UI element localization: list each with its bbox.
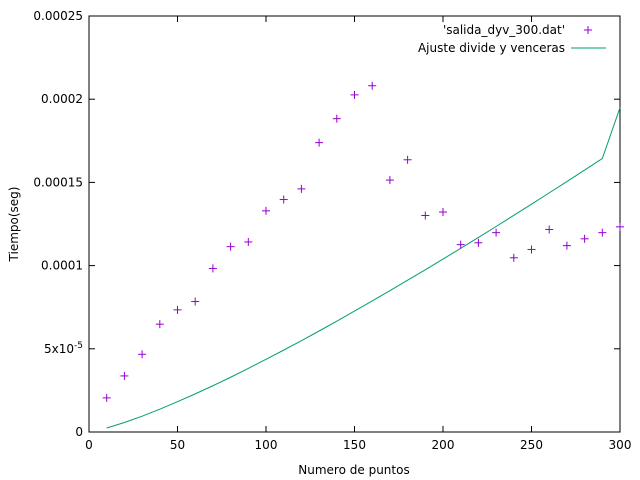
data-point	[456, 240, 465, 249]
data-point	[120, 371, 129, 380]
x-tick-label: 150	[343, 438, 366, 452]
data-point	[562, 241, 571, 250]
y-tick-label-exponent: -5	[74, 341, 83, 351]
legend-label: 'salida_dyv_300.dat'	[443, 23, 565, 37]
data-point	[332, 114, 341, 123]
data-point	[385, 176, 394, 185]
y-tick-label: 0.00025	[33, 9, 83, 23]
y-tick-label-base: 5x10	[44, 342, 74, 356]
y-axis: 0 5x10-5 0.0001 0.00015 0.0002 0.00025	[33, 9, 620, 439]
x-tick-label: 0	[85, 438, 93, 452]
data-point	[403, 155, 412, 164]
fit-line-series	[106, 107, 621, 429]
x-tick-label: 100	[255, 438, 278, 452]
data-point	[492, 228, 501, 237]
legend: 'salida_dyv_300.dat' Ajuste divide y venc…	[418, 23, 606, 55]
data-point	[350, 90, 359, 99]
x-tick-label: 250	[520, 438, 543, 452]
fit-line	[106, 107, 621, 429]
y-tick-label: 0	[75, 425, 83, 439]
data-point	[509, 253, 518, 262]
y-tick-label: 5x10-5	[44, 341, 83, 356]
data-point	[368, 81, 377, 90]
x-tick-label: 50	[170, 438, 185, 452]
y-tick-label: 0.00015	[33, 175, 83, 189]
data-point	[527, 245, 536, 254]
data-point	[297, 184, 306, 193]
data-point	[580, 234, 589, 243]
plot-frame	[88, 15, 621, 433]
data-point	[262, 206, 270, 215]
data-point	[244, 237, 253, 246]
data-point	[279, 195, 288, 204]
data-point	[138, 350, 147, 359]
data-point	[102, 393, 111, 402]
x-axis-label: Numero de puntos	[298, 463, 409, 477]
x-tick-label: 200	[432, 438, 455, 452]
data-point	[439, 208, 447, 217]
data-point	[474, 238, 483, 247]
y-tick-label: 0.0002	[41, 92, 83, 106]
data-point	[191, 297, 200, 306]
data-point	[208, 264, 217, 273]
data-point	[616, 222, 624, 231]
data-points-series	[102, 81, 624, 402]
legend-marker-points	[584, 26, 592, 34]
data-point	[315, 138, 324, 147]
data-point	[545, 225, 554, 234]
data-point	[421, 211, 430, 220]
plot-border	[88, 15, 621, 433]
y-axis-label: Tiempo(seg)	[7, 187, 21, 263]
data-point	[226, 242, 235, 251]
data-point	[155, 320, 164, 329]
x-axis: 0 50 100 150 200 250 300	[85, 16, 631, 452]
legend-label: Ajuste divide y venceras	[418, 41, 565, 55]
y-tick-label: 0.0001	[41, 259, 83, 273]
x-tick-label: 300	[609, 438, 632, 452]
data-point	[598, 228, 607, 237]
data-point	[173, 305, 182, 314]
